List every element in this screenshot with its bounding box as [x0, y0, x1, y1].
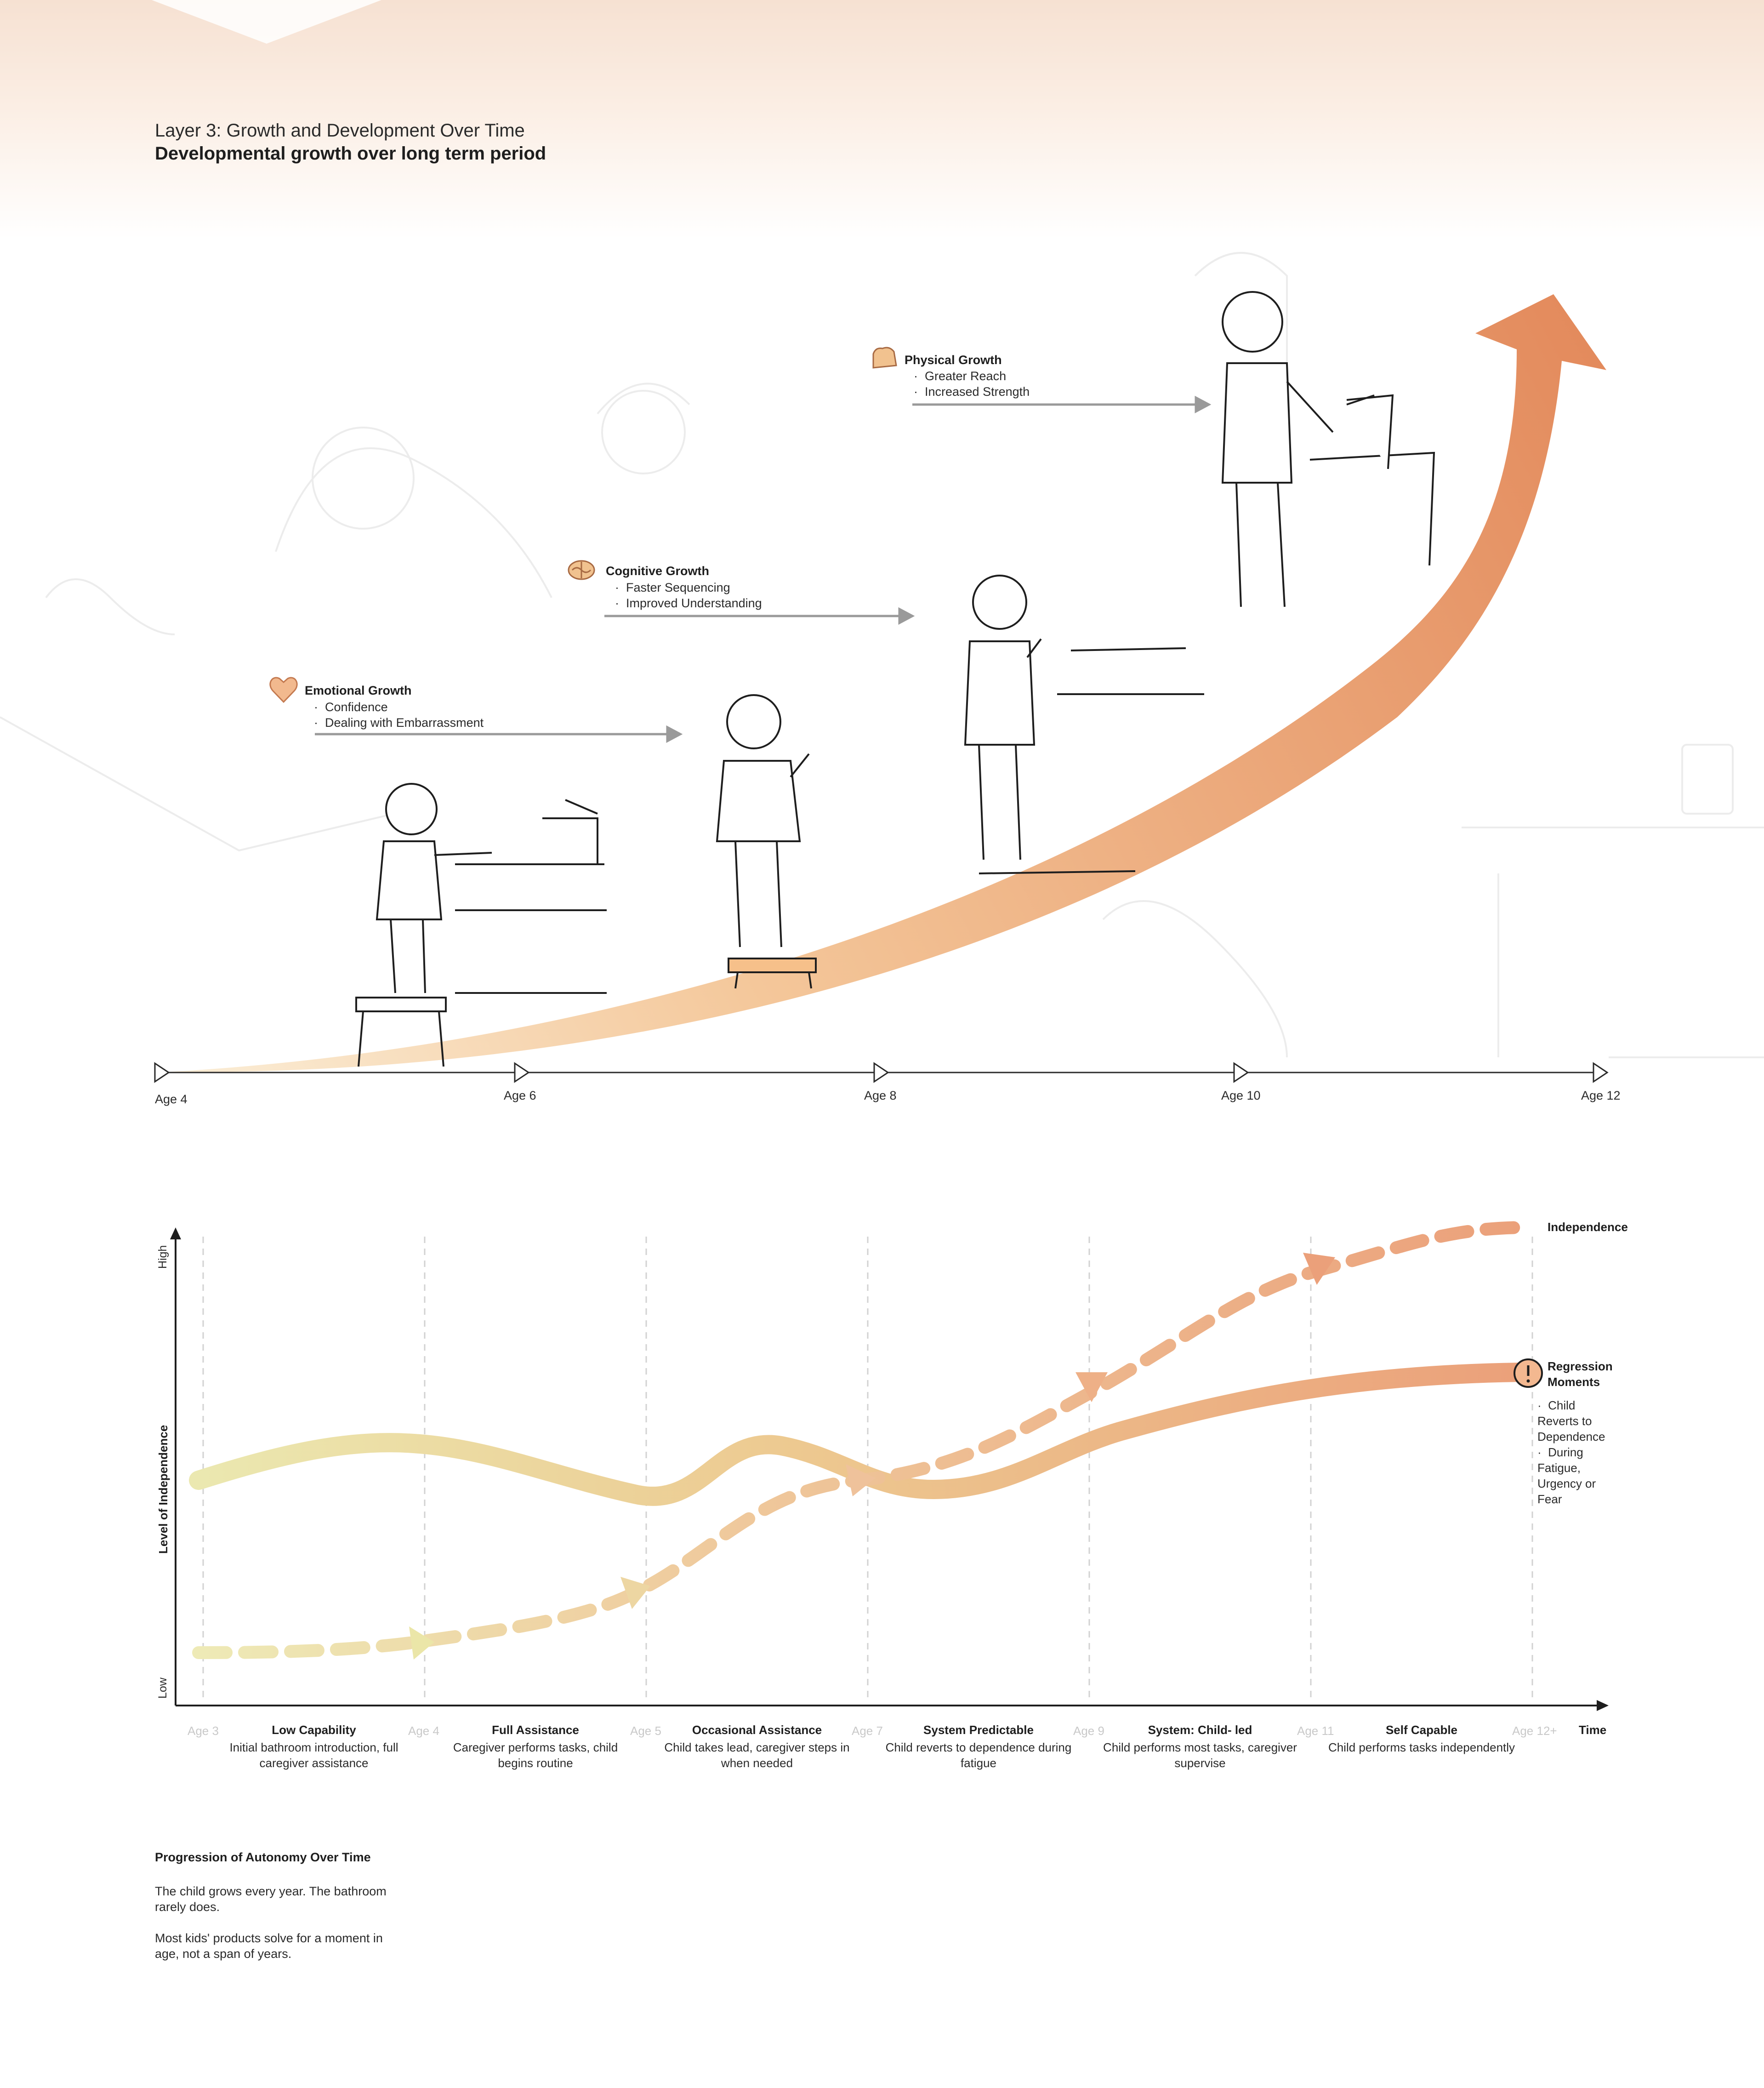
- flexed-arm-icon: [872, 347, 897, 369]
- heart-icon-body: [269, 677, 298, 703]
- stage-age-label: Age 3: [188, 1724, 219, 1738]
- chart-y-axis-arrowhead: [170, 1227, 181, 1239]
- footer-title: Progression of Autonomy Over Time: [155, 1850, 371, 1864]
- child-sketch-age-6: [716, 694, 817, 989]
- x-axis-label: Time: [1579, 1723, 1607, 1737]
- child-sketch-age-8: [964, 575, 1204, 874]
- stage-description: Child performs tasks independently: [1328, 1740, 1515, 1754]
- callout-arrows: [315, 395, 1212, 743]
- regression-line: [189, 1363, 1531, 1506]
- independence-label: Independence: [1548, 1220, 1628, 1234]
- stage-age-label: Age 9: [1073, 1724, 1104, 1738]
- stage-age-label: Age 4: [408, 1724, 439, 1738]
- timeline-markers: [154, 1062, 1609, 1083]
- timeline-age-label: Age 4: [155, 1092, 188, 1106]
- brain-icon: [568, 560, 595, 580]
- callout-item: · Improved Understanding: [615, 596, 762, 610]
- stage-title: Full Assistance: [492, 1723, 579, 1737]
- chart-x-axis-arrowhead: [1597, 1700, 1609, 1711]
- stage-age-label: Age 5: [630, 1724, 661, 1738]
- callout-item: · Faster Sequencing: [615, 581, 730, 594]
- exclamation-icon-dot: [1526, 1379, 1530, 1383]
- stage-age-label: Age 12+: [1512, 1724, 1557, 1738]
- stage-age-label: Age 7: [852, 1724, 883, 1738]
- child-sketch-age-4: [355, 783, 607, 1067]
- y-axis-low-label: Low: [156, 1677, 169, 1699]
- stage-description: Child reverts to dependence during fatig…: [885, 1740, 1072, 1770]
- regression-item: · During Fatigue, Urgency or Fear: [1537, 1445, 1596, 1506]
- page-title: Layer 3: Growth and Development Over Tim…: [155, 120, 525, 141]
- callout-item: · Confidence: [314, 700, 388, 714]
- regression-item: · Child Reverts to Dependence: [1537, 1398, 1605, 1443]
- callout-title-cognitive: Cognitive Growth: [606, 564, 709, 578]
- stage-title: System: Child- led: [1148, 1723, 1252, 1737]
- independence-direction-markers: [409, 1253, 1335, 1660]
- timeline-age-label: Age 6: [504, 1089, 536, 1102]
- stage-description: Child takes lead, caregiver steps in whe…: [664, 1740, 850, 1770]
- footer-paragraph: Most kids' products solve for a moment i…: [155, 1931, 383, 1961]
- stage-title: Low Capability: [272, 1723, 356, 1737]
- header-background: [0, 0, 1764, 239]
- callout-title-emotional: Emotional Growth: [305, 684, 412, 697]
- stage-description: Child performs most tasks, caregiver sup…: [1103, 1740, 1297, 1770]
- child-sketch-age-10: [1221, 291, 1435, 607]
- stage-description: Caregiver performs tasks, child begins r…: [453, 1740, 618, 1770]
- timeline-age-label: Age 10: [1221, 1089, 1261, 1102]
- timeline-age-label: Age 8: [864, 1089, 897, 1102]
- stage-title: System Predictable: [923, 1723, 1034, 1737]
- y-axis-label: Level of Independence: [156, 1425, 170, 1554]
- callout-item: · Increased Strength: [914, 385, 1030, 399]
- background-sketch: [0, 252, 1764, 1058]
- top-chevron-shape: [152, 0, 381, 44]
- stage-title: Self Capable: [1385, 1723, 1458, 1737]
- stage-title: Occasional Assistance: [692, 1723, 822, 1737]
- regression-title: Regression Moments: [1548, 1359, 1613, 1389]
- page-subtitle: Developmental growth over long term peri…: [155, 143, 546, 164]
- timeline-age-label: Age 12: [1581, 1089, 1621, 1102]
- footer-paragraph: The child grows every year. The bathroom…: [155, 1884, 387, 1914]
- callout-title-physical: Physical Growth: [905, 353, 1002, 367]
- y-axis-high-label: High: [156, 1245, 169, 1269]
- callout-item: · Dealing with Embarrassment: [314, 716, 484, 730]
- callout-item: · Greater Reach: [914, 369, 1007, 383]
- stage-age-label: Age 11: [1297, 1724, 1334, 1738]
- stage-description: Initial bathroom introduction, full care…: [229, 1740, 398, 1770]
